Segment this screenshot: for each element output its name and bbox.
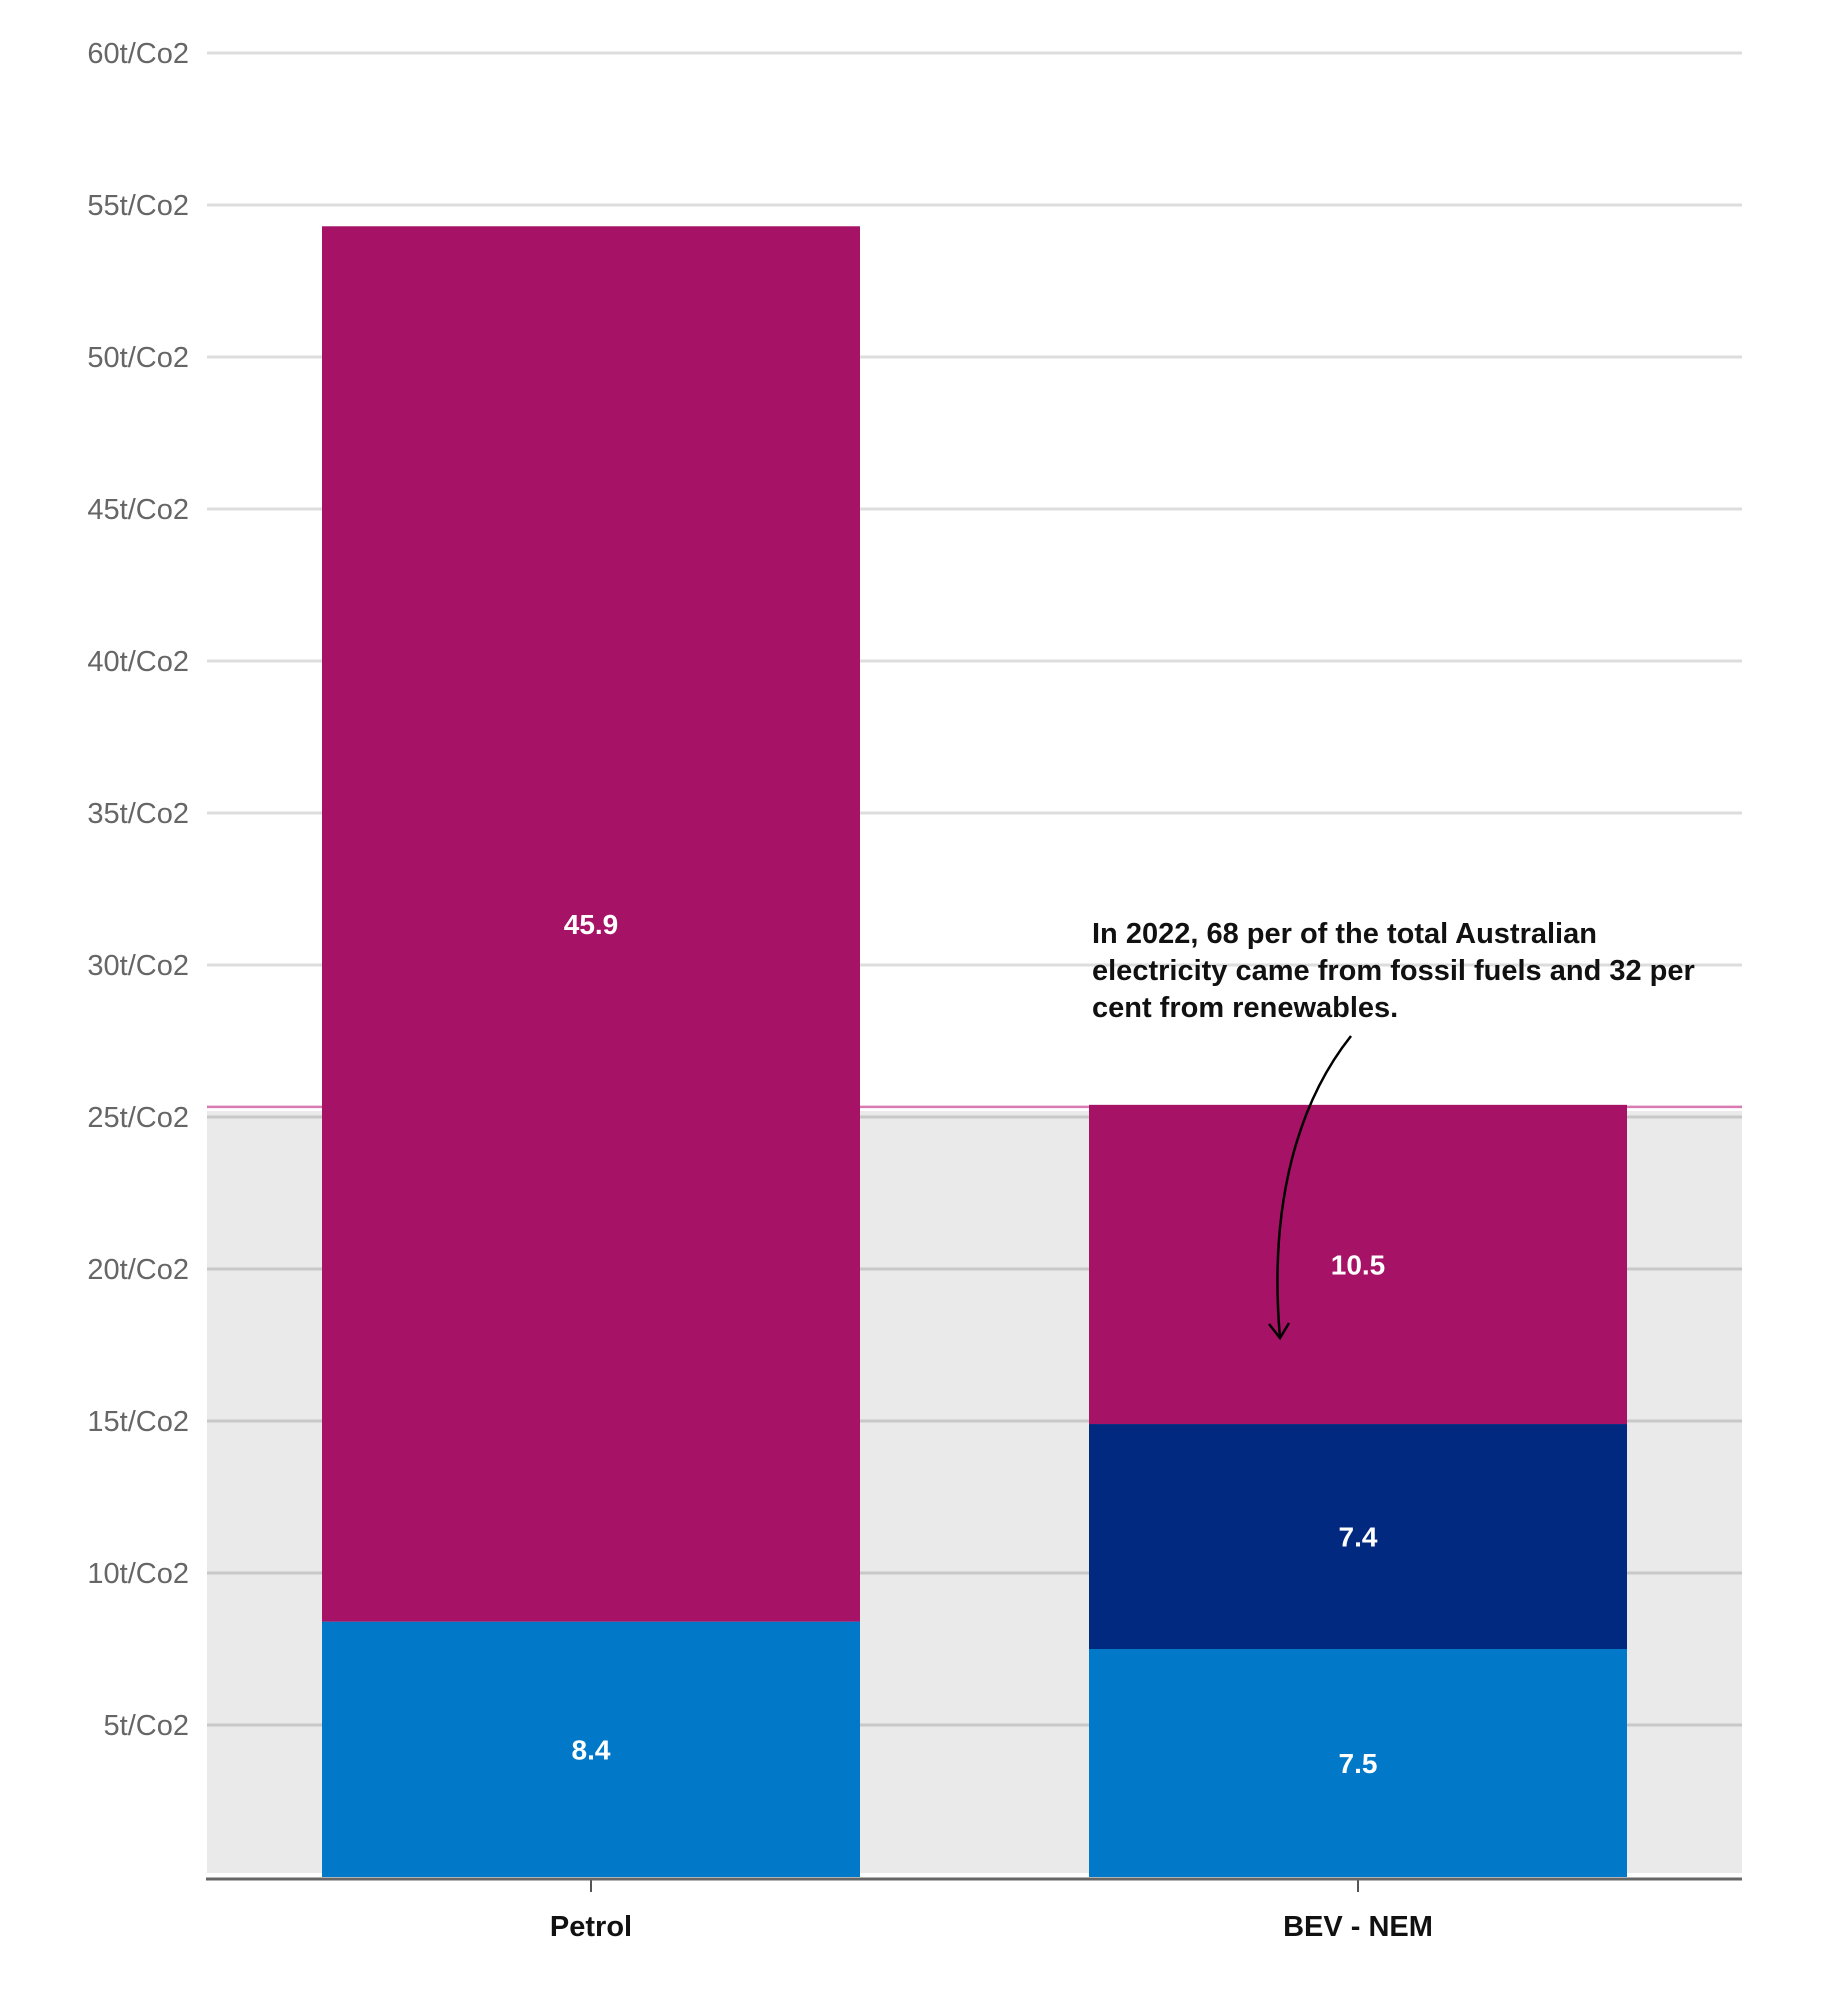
y-tick-label: 5t/Co2: [104, 1710, 189, 1742]
bar-segment: [1089, 1424, 1627, 1649]
bar-segment: [1089, 1104, 1627, 1425]
data-label: 8.4: [572, 1734, 611, 1765]
y-tick-label: 55t/Co2: [87, 190, 189, 222]
y-tick-label: 25t/Co2: [87, 1102, 189, 1134]
y-tick-label: 35t/Co2: [87, 798, 189, 830]
y-tick-label: 50t/Co2: [87, 342, 189, 374]
annotation-arrow-line: [1276, 1035, 1352, 1339]
bar-segment: [322, 226, 860, 1622]
y-tick-label: 10t/Co2: [87, 1558, 189, 1590]
data-label: 10.5: [1331, 1249, 1386, 1280]
data-label: 45.9: [564, 909, 619, 940]
y-tick-label: 20t/Co2: [87, 1254, 189, 1286]
x-tick-label: Petrol: [550, 1911, 632, 1943]
annotation-arrow: [1268, 1035, 1352, 1341]
y-tick-label: 45t/Co2: [87, 494, 189, 526]
bar-segment: [322, 1621, 860, 1877]
labels: 5t/Co2 10t/Co2 15t/Co2 20t/Co2 25t/Co2 30t/Co…: [87, 38, 1433, 1943]
annotation-line-2: electricity came from fossil fuels and 3…: [1092, 955, 1695, 987]
data-label: 7.5: [1339, 1748, 1378, 1779]
y-tick-label: 30t/Co2: [87, 950, 189, 982]
x-axis: [206, 1877, 1742, 1892]
y-tick-label: 40t/Co2: [87, 646, 189, 678]
y-tick-label: 15t/Co2: [87, 1406, 189, 1438]
y-tick-label: 60t/Co2: [87, 38, 189, 70]
bar-segment: [1089, 1649, 1627, 1877]
annotation-text: In 2022, 68 per of the total Australian …: [1092, 916, 1752, 1027]
data-label: 7.4: [1339, 1522, 1378, 1553]
x-tick-label: BEV - NEM: [1283, 1911, 1433, 1943]
annotation-line-1: In 2022, 68 per of the total Australian: [1092, 918, 1597, 950]
annotation-arrow-head: [1268, 1322, 1291, 1341]
bars: [322, 226, 1627, 1877]
annotation-line-3: cent from renewables.: [1092, 992, 1399, 1024]
